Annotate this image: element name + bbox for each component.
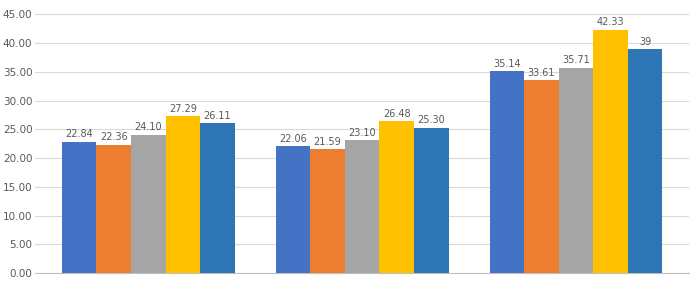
Text: 26.11: 26.11	[203, 111, 231, 121]
Text: 39: 39	[639, 36, 651, 47]
Text: 21.59: 21.59	[313, 137, 341, 147]
Bar	[379, 121, 414, 273]
Bar	[62, 142, 96, 273]
Bar	[131, 135, 165, 273]
Bar	[345, 140, 379, 273]
Bar	[165, 116, 200, 273]
Bar	[524, 80, 558, 273]
Text: 24.10: 24.10	[134, 122, 162, 132]
Text: 22.84: 22.84	[65, 129, 93, 140]
Bar	[628, 49, 662, 273]
Bar	[593, 30, 628, 273]
Text: 22.36: 22.36	[100, 132, 127, 142]
Bar	[414, 128, 448, 273]
Text: 25.30: 25.30	[417, 115, 445, 125]
Text: 35.14: 35.14	[493, 59, 520, 69]
Text: 35.71: 35.71	[562, 56, 590, 65]
Bar	[96, 145, 131, 273]
Text: 33.61: 33.61	[528, 67, 555, 78]
Text: 27.29: 27.29	[169, 104, 197, 114]
Bar	[310, 149, 345, 273]
Bar	[275, 146, 310, 273]
Text: 26.48: 26.48	[383, 109, 410, 118]
Text: 42.33: 42.33	[597, 17, 624, 27]
Bar	[558, 68, 593, 273]
Bar	[200, 123, 235, 273]
Text: 23.10: 23.10	[348, 128, 376, 138]
Text: 22.06: 22.06	[279, 134, 307, 144]
Bar	[489, 71, 524, 273]
